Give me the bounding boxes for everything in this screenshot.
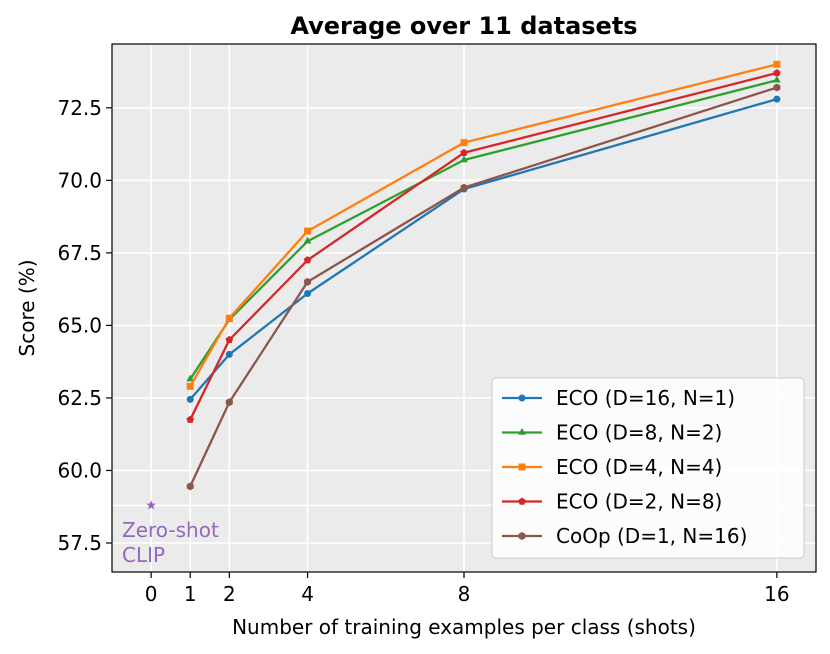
zero-shot-label: Zero-shot [122,518,219,542]
data-point [186,382,194,390]
x-tick-label: 8 [458,582,471,606]
legend-label: ECO (D=8, N=2) [556,421,722,445]
legend-item: ECO (D=8, N=2) [502,421,722,445]
y-tick-label: 70.0 [57,168,102,192]
data-point [773,69,781,77]
y-tick-label: 72.5 [57,96,102,120]
y-tick-label: 60.0 [57,458,102,482]
data-point [225,398,233,407]
data-point [304,227,312,235]
data-point [304,277,312,286]
data-point [460,139,468,147]
zero-shot-marker [146,500,156,510]
data-point [186,482,194,491]
grid [112,44,816,572]
data-point [773,83,781,92]
legend-box [491,377,805,559]
data-point [303,256,312,264]
y-tick-label: 57.5 [57,531,102,555]
data-point [460,183,468,192]
y-axis-label: Score (%) [15,260,39,357]
data-point [186,374,195,382]
legend-label: CoOp (D=1, N=16) [556,524,747,548]
data-point [460,148,468,157]
y-tick-label: 67.5 [57,241,102,265]
series-4 [186,83,781,491]
x-tick-label: 2 [223,582,236,606]
y-tick-label: 65.0 [57,313,102,337]
x-tick-label: 1 [184,582,197,606]
legend-item: CoOp (D=1, N=16) [502,524,747,548]
data-point [460,155,468,163]
legend-item: ECO (D=16, N=1) [502,386,735,410]
data-point [773,60,781,68]
legend-label: ECO (D=16, N=1) [556,386,735,410]
chart-title: Average over 11 datasets [290,12,637,40]
data-point [186,415,195,423]
legend-item: ECO (D=4, N=4) [502,455,722,479]
x-tick-label: 4 [301,582,314,606]
legend-marker [518,428,526,435]
y-tick-label: 62.5 [57,386,102,410]
legend-marker [518,497,526,505]
data-point [772,75,781,83]
series-2 [186,60,781,390]
legend-marker [518,532,526,540]
legend-marker [518,463,526,471]
legend-item: ECO (D=2, N=8) [502,490,722,514]
data-point [225,350,233,358]
data-point [186,395,194,403]
data-point [304,289,312,297]
data-point [773,95,781,103]
zero-shot-label-clip: CLIP [122,543,165,567]
x-axis-label: Number of training examples per class (s… [232,615,696,639]
x-tick-label: 0 [145,582,158,606]
series-3 [186,69,781,423]
legend-marker [518,394,526,402]
legend-label: ECO (D=2, N=8) [556,490,722,514]
data-point [225,335,234,344]
legend: ECO (D=16, N=1) ECO (D=8, N=2) ECO (D=4, N… [491,377,805,559]
legend-label: ECO (D=4, N=4) [556,455,722,479]
data-point [303,236,312,244]
data-point [225,314,233,322]
series-group [186,60,781,491]
axis-ticks: 0 1 2 4 8 16 57.5 60.0 62.5 65.0 67.5 70.0 72.5 [57,96,789,606]
x-tick-label: 16 [764,582,789,606]
